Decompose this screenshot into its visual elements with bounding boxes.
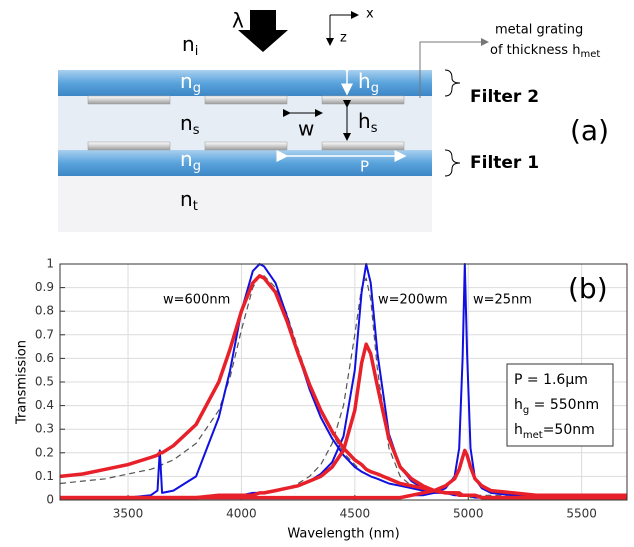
info-sub: met [523, 430, 543, 441]
y-tick-label: 0.8 [35, 304, 54, 318]
p-label: P [360, 158, 369, 176]
y-tick-label: 0.7 [35, 327, 54, 341]
annotation: w=200wm [378, 293, 448, 308]
metal-note-base: of thickness h [490, 43, 580, 58]
panel-label: (a) [570, 114, 609, 147]
y-tick-label: 0.6 [35, 351, 54, 365]
series-line [60, 263, 627, 499]
lambda-label: λ [232, 9, 244, 33]
metal-gratings [87, 95, 405, 151]
substrate [58, 176, 432, 232]
filter2-label: Filter 2 [470, 87, 539, 107]
metal-note-sub: met [580, 49, 600, 60]
ng-bottom-label: ng [180, 147, 201, 174]
x-tick-label: 3500 [113, 507, 144, 521]
ns-base: n [180, 111, 193, 135]
hs-label: hs [358, 109, 378, 136]
ng-base: n [180, 147, 193, 171]
y-tick-label: 0.2 [35, 445, 54, 459]
annotation: w=25nm [473, 293, 532, 308]
info-rest: = 550nm [529, 397, 599, 413]
y-tick-label: 0.4 [35, 398, 54, 412]
info-text: h [514, 422, 523, 438]
x-tick-label: 4000 [226, 507, 257, 521]
grating-layer-bottom [58, 150, 432, 176]
info-line: P = 1.6μm [514, 372, 588, 388]
x-axis-label: Wavelength (nm) [287, 527, 399, 542]
ni-label: ni [182, 32, 198, 59]
brace-2 [444, 69, 461, 97]
hs-base: h [358, 109, 371, 133]
filter1-label: Filter 1 [470, 153, 539, 173]
hg-base: h [358, 69, 371, 93]
ng-base: n [180, 69, 193, 93]
info-rest: =50nm [543, 422, 595, 438]
ng-sub: g [193, 159, 201, 174]
y-tick-label: 0.1 [35, 469, 54, 483]
x-tick-label: 5000 [453, 507, 484, 521]
nt-label: nt [180, 187, 198, 214]
panel-label: (b) [568, 272, 608, 305]
ni-base: n [182, 32, 195, 56]
brace-1 [444, 149, 461, 177]
metal-pointer [419, 38, 489, 98]
nt-sub: t [193, 199, 198, 214]
ns-sub: s [193, 123, 200, 138]
x-label: x [366, 7, 374, 22]
y-tick-label: 0 [46, 493, 54, 507]
info-sub: g [523, 405, 529, 416]
ni-sub: i [195, 44, 199, 59]
hg-sub: g [371, 81, 379, 96]
metal-note: of thickness hmet [490, 43, 600, 61]
diagram: λ x z ni ng hg ns w hs ng P nt metal gra… [58, 7, 609, 232]
ng-sub: g [193, 81, 201, 96]
info-text: P = 1.6μm [514, 372, 588, 388]
chart: 3500 4000 4500 5000 5500 0 0.1 0.2 0.3 0.4 0.5 0.6 0… [15, 257, 628, 542]
grating-layer-top [58, 70, 432, 96]
z-label: z [340, 31, 347, 46]
metal-note: metal grating [495, 23, 583, 38]
y-tick-label: 1 [46, 257, 54, 271]
w-label: w [298, 117, 314, 141]
incident-arrow [238, 10, 288, 52]
nt-base: n [180, 187, 193, 211]
info-line: hg = 550nm [514, 397, 599, 416]
ng-top-label: ng [180, 69, 201, 96]
hs-sub: s [371, 121, 378, 136]
y-axis-label: Transmission [15, 340, 30, 425]
ns-label: ns [180, 111, 200, 138]
x-tick-label: 5500 [566, 507, 597, 521]
y-tick-label: 0.5 [35, 375, 54, 389]
y-tick-label: 0.9 [35, 280, 54, 294]
x-tick-label: 4500 [340, 507, 371, 521]
y-tick-label: 0.3 [35, 422, 54, 436]
hg-label: hg [358, 69, 379, 96]
info-box [506, 363, 614, 447]
axes-box [59, 263, 628, 501]
info-line: hmet=50nm [514, 422, 595, 441]
info-text: h [514, 397, 523, 413]
annotation: w=600nm [163, 293, 230, 308]
series-line [60, 448, 627, 500]
